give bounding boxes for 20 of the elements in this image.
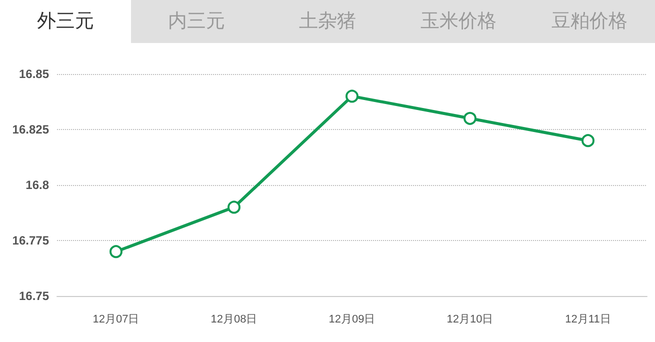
y-tick-label: 16.775: [12, 234, 50, 248]
chart-title: 外三元: [0, 0, 131, 43]
y-tick-label: 16.75: [18, 289, 50, 303]
x-tick-label: 12月07日: [92, 314, 140, 326]
y-tick-label: 16.85: [18, 67, 50, 81]
text: 玉米价格: [420, 9, 498, 34]
x-tick-label: 12月11日: [565, 314, 611, 326]
x-tick-label: 12月08日: [210, 314, 258, 326]
text: 豆粕价格: [550, 9, 628, 34]
x-tick-label: 12月09日: [328, 314, 376, 326]
y-tick-label: 16.825: [12, 122, 50, 136]
point: [582, 134, 594, 148]
y-tick-label: 16.8: [26, 178, 50, 192]
text: 土杂猪: [298, 9, 357, 34]
point: [346, 90, 358, 103]
point: [110, 245, 122, 258]
point: [228, 200, 240, 214]
x-tick-label: 12月10日: [446, 314, 494, 326]
text: 内三元: [167, 9, 226, 34]
point: [464, 112, 476, 125]
